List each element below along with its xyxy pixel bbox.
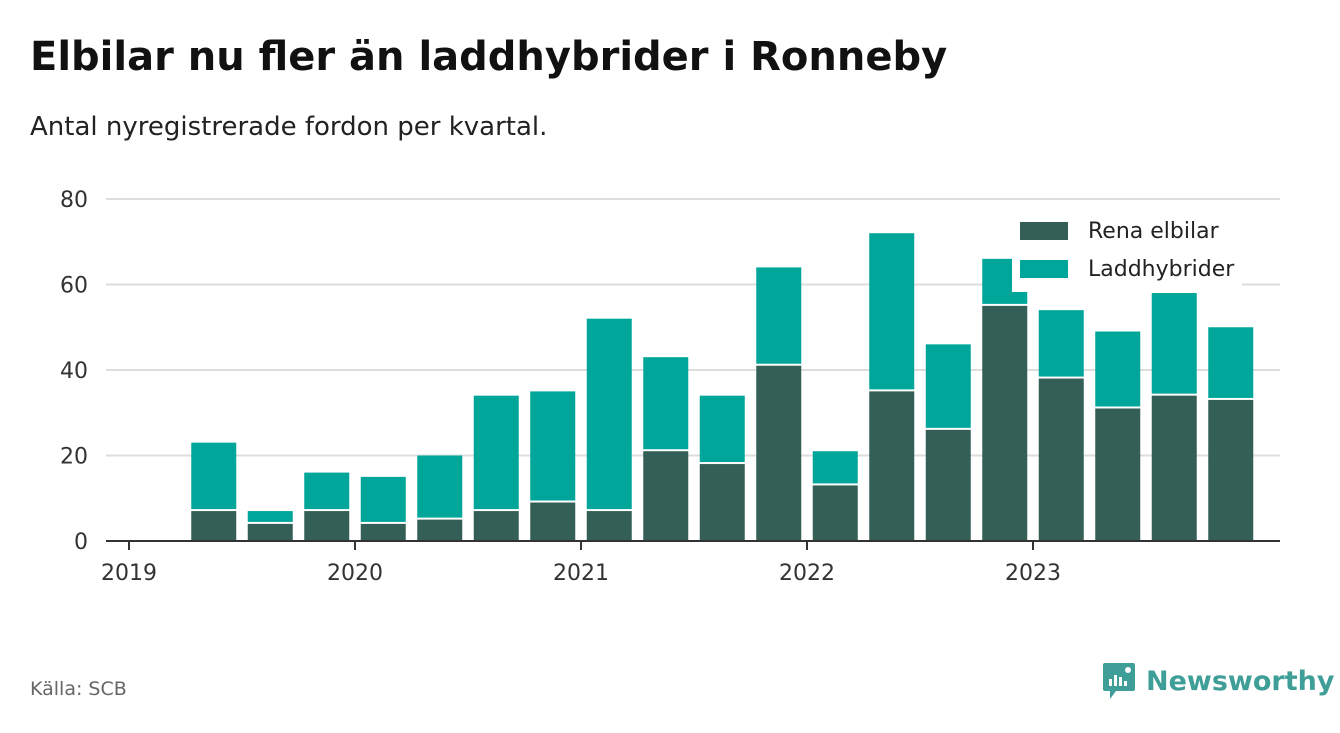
y-tick-label-20: 20 bbox=[60, 445, 88, 470]
bar-laddhybrider-2021-Q2 bbox=[643, 357, 689, 450]
bar-elbilar-2023-Q3 bbox=[1151, 395, 1197, 541]
bar-elbilar-2021-Q1 bbox=[586, 511, 632, 541]
legend: Rena elbilar Laddhybrider bbox=[1012, 208, 1243, 292]
legend-label-elbilar: Rena elbilar bbox=[1088, 218, 1219, 244]
bar-laddhybrider-2020-Q1 bbox=[360, 476, 406, 522]
bar-elbilar-2020-Q4 bbox=[530, 502, 576, 541]
newsworthy-logo-icon bbox=[1103, 663, 1135, 699]
bar-elbilar-2022-Q1 bbox=[812, 485, 858, 541]
bar-laddhybrider-2022-Q1 bbox=[812, 451, 858, 484]
bar-elbilar-2019-Q3 bbox=[247, 523, 293, 541]
bar-laddhybrider-2020-Q3 bbox=[473, 395, 519, 510]
y-tick-label-40: 40 bbox=[60, 359, 88, 384]
bars bbox=[191, 233, 1254, 541]
bar-elbilar-2020-Q1 bbox=[360, 523, 406, 541]
bar-laddhybrider-2021-Q3 bbox=[699, 395, 745, 463]
legend-swatch-laddhybrider bbox=[1020, 260, 1068, 278]
legend-item-elbilar: Rena elbilar bbox=[1020, 212, 1234, 250]
y-tick-label-60: 60 bbox=[60, 274, 88, 299]
bar-elbilar-2022-Q4 bbox=[982, 305, 1028, 541]
x-tick-label-2023: 2023 bbox=[1005, 561, 1061, 586]
bar-elbilar-2023-Q4 bbox=[1208, 399, 1254, 541]
x-tick-label-2021: 2021 bbox=[553, 561, 609, 586]
bar-elbilar-2020-Q2 bbox=[417, 519, 463, 541]
bar-laddhybrider-2020-Q2 bbox=[417, 455, 463, 518]
bar-laddhybrider-2022-Q3 bbox=[925, 344, 971, 428]
bar-laddhybrider-2019-Q2 bbox=[191, 442, 237, 510]
source-note: Källa: SCB bbox=[30, 678, 127, 700]
bar-laddhybrider-2023-Q2 bbox=[1095, 331, 1141, 407]
legend-item-laddhybrider: Laddhybrider bbox=[1020, 250, 1234, 288]
bar-elbilar-2023-Q2 bbox=[1095, 408, 1141, 541]
y-axis-labels: 0 20 40 60 80 bbox=[60, 188, 88, 555]
bar-elbilar-2023-Q1 bbox=[1038, 378, 1084, 541]
chart-subtitle: Antal nyregistrerade fordon per kvartal. bbox=[30, 112, 548, 142]
bar-elbilar-2020-Q3 bbox=[473, 511, 519, 541]
bar-laddhybrider-2019-Q3 bbox=[247, 511, 293, 522]
x-tick-label-2020: 2020 bbox=[327, 561, 383, 586]
bar-laddhybrider-2019-Q4 bbox=[304, 472, 350, 510]
bar-elbilar-2021-Q2 bbox=[643, 451, 689, 541]
bar-elbilar-2019-Q4 bbox=[304, 511, 350, 541]
brand-logo[interactable]: Newsworthy bbox=[1102, 661, 1334, 701]
x-axis: 2019 2020 2021 2022 2023 bbox=[101, 540, 1280, 586]
y-tick-label-80: 80 bbox=[60, 188, 88, 213]
bar-laddhybrider-2023-Q4 bbox=[1208, 327, 1254, 398]
bar-laddhybrider-2023-Q1 bbox=[1038, 310, 1084, 377]
bar-laddhybrider-2022-Q2 bbox=[869, 233, 915, 390]
bar-elbilar-2022-Q3 bbox=[925, 429, 971, 541]
bar-elbilar-2021-Q3 bbox=[699, 464, 745, 541]
bar-laddhybrider-2020-Q4 bbox=[530, 391, 576, 501]
bar-elbilar-2019-Q2 bbox=[191, 511, 237, 541]
bar-elbilar-2021-Q4 bbox=[756, 365, 802, 541]
bar-elbilar-2022-Q2 bbox=[869, 391, 915, 541]
y-tick-label-0: 0 bbox=[74, 530, 88, 555]
chart-title: Elbilar nu fler än laddhybrider i Ronneb… bbox=[30, 34, 948, 80]
x-tick-label-2022: 2022 bbox=[779, 561, 835, 586]
bar-laddhybrider-2021-Q4 bbox=[756, 267, 802, 364]
bar-laddhybrider-2021-Q1 bbox=[586, 318, 632, 510]
bar-laddhybrider-2023-Q3 bbox=[1151, 293, 1197, 394]
x-tick-label-2019: 2019 bbox=[101, 561, 157, 586]
brand-name: Newsworthy bbox=[1146, 665, 1335, 697]
legend-swatch-elbilar bbox=[1020, 222, 1068, 240]
legend-label-laddhybrider: Laddhybrider bbox=[1088, 256, 1235, 282]
